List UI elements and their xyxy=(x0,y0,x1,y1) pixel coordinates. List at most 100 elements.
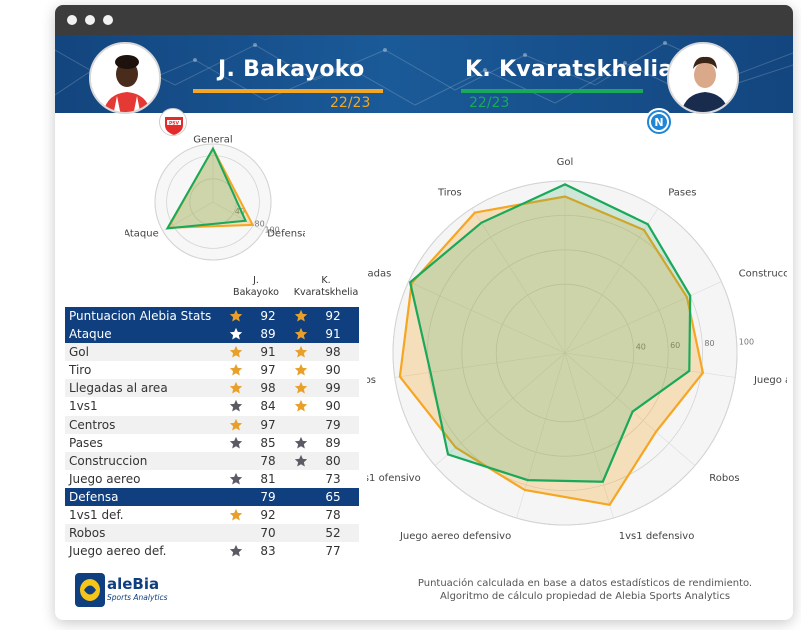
row-label: 1vs1 xyxy=(69,399,98,414)
player-1-value: 70 xyxy=(260,526,276,541)
row-label: Puntuacion Alebia Stats xyxy=(69,309,212,323)
column-header-line: K. xyxy=(321,275,331,286)
radar-spoke xyxy=(564,352,614,519)
radar-tick-label: 40 xyxy=(235,207,245,216)
row-label: Robos xyxy=(69,526,106,541)
player-1-season: 22/23 xyxy=(330,95,371,111)
player-2-value: 98 xyxy=(325,345,341,360)
column-header-player-1: J. Bakayoko xyxy=(226,275,286,299)
player-2-value: 89 xyxy=(325,435,341,450)
row-label: 1vs1 def. xyxy=(69,508,124,523)
radar-spoke xyxy=(471,208,566,354)
star-icon xyxy=(229,400,243,413)
radar-spoke xyxy=(394,352,566,378)
column-header-line: J. xyxy=(253,275,259,286)
radar-category-label: Pases xyxy=(668,187,696,198)
radar-category-label: Robos xyxy=(709,473,739,484)
footer-line-1: Puntuación calculada en base a datos est… xyxy=(417,578,753,589)
window-dot-icon[interactable] xyxy=(103,15,113,25)
table-row: Centros 97 79 xyxy=(65,415,359,434)
radar-category-label: Construccion xyxy=(739,269,787,280)
table-row: Construccion 78 80 xyxy=(65,451,359,470)
star-icon xyxy=(229,472,243,485)
svg-text:N: N xyxy=(654,116,663,129)
radar-tick-label: 60 xyxy=(670,341,680,350)
column-header-line: Kvaratskhelia xyxy=(293,287,359,298)
player-2-value: 90 xyxy=(325,399,341,414)
napoli-badge-icon: N xyxy=(645,108,673,136)
player-1-value: 79 xyxy=(260,489,276,504)
svg-text:PSV: PSV xyxy=(169,120,180,126)
window-dot-icon[interactable] xyxy=(85,15,95,25)
player-1-value: 85 xyxy=(260,435,276,450)
radar-spoke xyxy=(408,281,566,354)
footer-line-2: Algoritmo de cálculo propiedad de Alebia… xyxy=(439,591,731,602)
player-2-season: 22/23 xyxy=(469,95,510,111)
radar-category-label: Ataque xyxy=(125,228,159,239)
table-row: Puntuacion Alebia Stats 92 92 xyxy=(65,307,359,326)
column-header-line: Bakayoko xyxy=(233,287,279,298)
player-2-value: 73 xyxy=(325,471,341,486)
table-row: Ataque 89 91 xyxy=(65,325,359,344)
table-row: 1vs1 def. 92 78 xyxy=(65,506,359,524)
star-icon xyxy=(229,418,243,431)
star-icon xyxy=(294,400,308,413)
radar-category-label: 1vs1 defensivo xyxy=(619,531,695,542)
radar-category-label: Centros xyxy=(367,375,376,386)
window-dot-icon[interactable] xyxy=(67,15,77,25)
table-row: Llegadas al area 98 99 xyxy=(65,379,359,398)
row-label: Centros xyxy=(69,417,116,432)
player-1-value: 81 xyxy=(260,471,276,486)
player-1-name: J. Bakayoko xyxy=(218,57,365,82)
table-row: Pases 85 89 xyxy=(65,434,359,452)
radar-series-polygon xyxy=(165,146,248,230)
star-icon xyxy=(294,382,308,394)
row-label: Defensa xyxy=(69,489,119,504)
psv-badge-icon: PSV xyxy=(159,108,187,136)
player-1-value: 78 xyxy=(260,453,276,468)
stats-table: Puntuacion Alebia Stats 92 92 Ataque 89 91 Gol… xyxy=(65,307,359,560)
star-icon xyxy=(294,364,308,376)
star-icon xyxy=(294,327,308,340)
radar-spoke xyxy=(564,352,696,466)
radar-spoke xyxy=(564,281,722,354)
player-1-avatar xyxy=(89,42,161,114)
star-icon xyxy=(229,436,243,449)
row-label: Construccion xyxy=(69,453,148,468)
player-2-value: 52 xyxy=(325,526,341,541)
star-icon xyxy=(229,382,243,394)
star-icon xyxy=(294,346,308,358)
radar-spoke xyxy=(564,352,736,378)
player-1-value: 84 xyxy=(260,399,276,414)
star-icon xyxy=(294,309,308,322)
radar-spoke xyxy=(212,201,264,232)
radar-category-label: 1vs1 ofensivo xyxy=(367,473,421,484)
column-header-player-2: K. Kvaratskhelia xyxy=(288,275,364,299)
table-row: Gol 91 98 xyxy=(65,343,359,362)
logo-subtitle: Sports Analytics xyxy=(107,593,168,602)
player-2-value: 65 xyxy=(325,489,341,504)
alebia-logo: aleBia Sports Analytics xyxy=(75,573,175,613)
player-1-value: 91 xyxy=(260,345,276,360)
radar-category-label: Llegadas xyxy=(367,269,391,280)
row-label: Juego aereo def. xyxy=(69,544,167,559)
row-label: Ataque xyxy=(69,327,112,342)
large-radar-chart: 40 60 80 100 Gol Pases Construccion Juego aereo… xyxy=(367,157,787,542)
player-2-value: 80 xyxy=(325,453,341,468)
table-row: Juego aereo 81 73 xyxy=(65,470,359,488)
player-1-value: 97 xyxy=(260,417,276,432)
player-2-value: 78 xyxy=(325,508,341,523)
radar-tick-label: 100 xyxy=(739,337,754,346)
player-2-value: 91 xyxy=(325,327,341,342)
player-2-line xyxy=(461,89,643,93)
alebia-logo-icon xyxy=(75,573,105,607)
table-row: Tiro 97 90 xyxy=(65,361,359,379)
radar-category-label: General xyxy=(193,134,232,145)
window-titlebar xyxy=(55,5,793,35)
star-icon xyxy=(229,545,243,557)
star-icon xyxy=(229,346,243,358)
table-row: Defensa 79 65 xyxy=(65,487,359,507)
player-2-value: 92 xyxy=(325,309,341,323)
player-2-value: 99 xyxy=(325,381,341,396)
player-2-name: K. Kvaratskhelia xyxy=(465,57,674,82)
